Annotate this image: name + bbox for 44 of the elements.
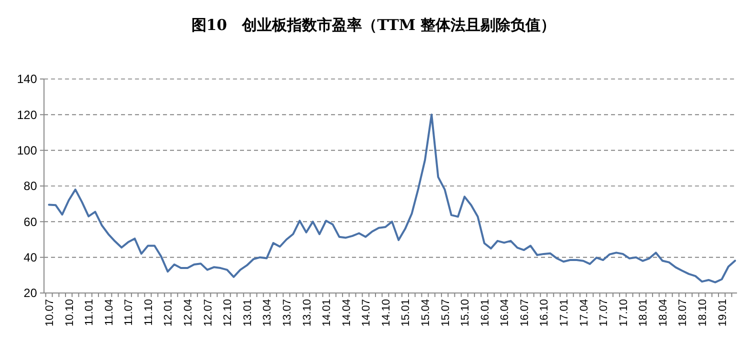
x-tick-label: 18.04 (657, 299, 670, 327)
x-tick-label: 12.01 (162, 299, 175, 327)
x-tick-label: 11.01 (84, 299, 96, 326)
chart-title: 图10 创业板指数市盈率（TTM 整体法且剔除负值） (191, 16, 556, 34)
y-tick-label: 60 (24, 214, 38, 229)
x-tick-label: 13.04 (262, 299, 274, 327)
x-tick-label: 18.01 (638, 299, 650, 327)
x-tick-label: 19.01 (716, 299, 729, 327)
x-tick-label: 16.10 (538, 299, 551, 327)
y-tick-label: 120 (16, 108, 38, 122)
x-tick-label: 14.04 (340, 299, 353, 327)
y-tick-label: 140 (16, 72, 38, 86)
x-tick-label: 11.07 (123, 299, 136, 326)
x-tick-label: 12.10 (222, 299, 234, 327)
x-tick-label: 12.07 (202, 299, 214, 327)
x-tick-label: 11.10 (142, 299, 155, 326)
x-tick-label: 15.10 (460, 299, 472, 327)
line-series (48, 114, 736, 284)
x-tick-label: 13.01 (242, 299, 254, 327)
x-tick-label: 15.07 (440, 299, 452, 327)
x-tick-label: 18.07 (677, 299, 690, 327)
x-tick-label: 18.10 (697, 299, 710, 327)
x-tick-label: 12.04 (182, 299, 195, 327)
x-tick-label: 16.07 (518, 299, 531, 327)
x-tick-label: 16.04 (499, 299, 512, 327)
x-tick-label: 14.07 (360, 299, 373, 327)
x-tick-label: 15.01 (400, 299, 412, 327)
x-tick-label: 17.01 (558, 299, 570, 327)
x-tick-label: 11.04 (103, 299, 116, 326)
y-tick-label: 100 (16, 144, 38, 158)
x-tick-label: 17.10 (618, 299, 630, 327)
x-tick-label: 14.10 (380, 299, 392, 327)
x-tick-label: 14.01 (321, 299, 334, 327)
y-tick-label: 80 (24, 179, 38, 194)
y-tick-label: 20 (24, 286, 38, 300)
x-tick-label: 10.10 (64, 299, 76, 327)
x-tick-label: 13.07 (281, 299, 294, 327)
y-tick-label: 40 (24, 250, 38, 265)
x-tick-label: 13.10 (301, 299, 314, 327)
x-tick-label: 16.01 (479, 299, 492, 327)
x-tick-label: 15.04 (420, 299, 432, 327)
x-tick-label: 17.04 (578, 299, 590, 327)
x-tick-label: 10.07 (44, 299, 56, 327)
x-tick-label: 17.07 (598, 299, 610, 327)
